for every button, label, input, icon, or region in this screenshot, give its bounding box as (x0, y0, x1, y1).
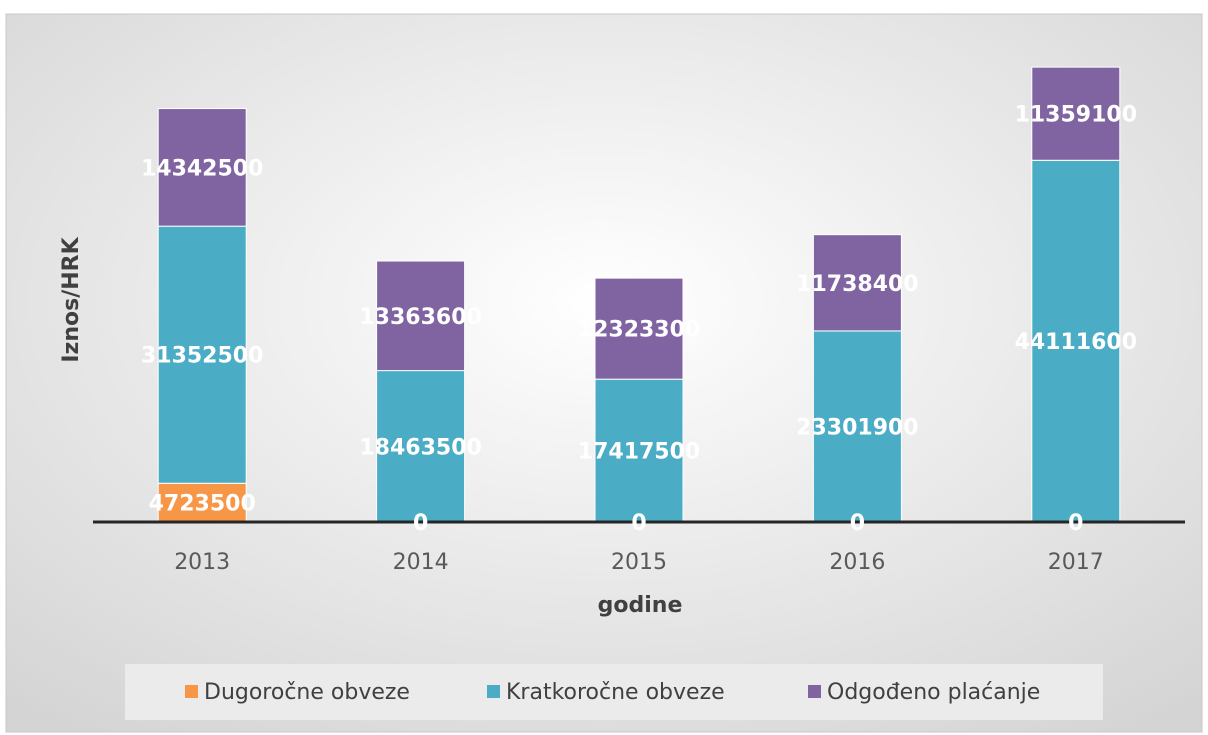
legend-box (125, 664, 1103, 720)
data-label: 12323300 (578, 318, 700, 343)
data-label: 18463500 (359, 435, 481, 460)
data-label: 0 (850, 511, 865, 536)
legend-label: Odgođeno plaćanje (827, 680, 1040, 705)
x-tick-label: 2017 (1048, 550, 1104, 575)
bar-segment (157, 225, 247, 484)
data-label: 14342500 (141, 156, 263, 181)
bar-segment (376, 370, 466, 523)
data-label: 11359100 (1015, 103, 1137, 128)
legend-swatch (808, 685, 821, 698)
legend-swatch (487, 685, 500, 698)
bar-segment (1031, 66, 1121, 161)
data-label: 17417500 (578, 440, 700, 465)
data-label: 23301900 (796, 415, 918, 440)
y-axis-title: Iznos/HRK (59, 236, 84, 362)
bar-segment (594, 378, 684, 523)
x-tick-label: 2014 (393, 550, 449, 575)
data-label: 44111600 (1015, 330, 1137, 355)
x-tick-label: 2016 (829, 550, 885, 575)
data-label: 0 (413, 511, 428, 536)
data-label: 4723500 (149, 492, 256, 517)
bar-segment (157, 482, 247, 523)
x-axis-title: godine (598, 593, 683, 618)
data-label: 13363600 (359, 305, 481, 330)
data-label: 0 (1068, 511, 1083, 536)
bar-segment (812, 234, 902, 332)
legend-swatch (185, 685, 198, 698)
legend-label: Kratkoročne obveze (506, 680, 725, 705)
bar-segment (376, 260, 466, 372)
x-tick-label: 2013 (174, 550, 230, 575)
data-label: 0 (631, 511, 646, 536)
bar-segment (1031, 159, 1121, 523)
data-label: 31352500 (141, 344, 263, 369)
bar-segment (594, 277, 684, 380)
data-label: 11738400 (796, 272, 918, 297)
legend-label: Dugoročne obveze (204, 680, 410, 705)
x-tick-label: 2015 (611, 550, 667, 575)
bar-segment (157, 108, 247, 227)
